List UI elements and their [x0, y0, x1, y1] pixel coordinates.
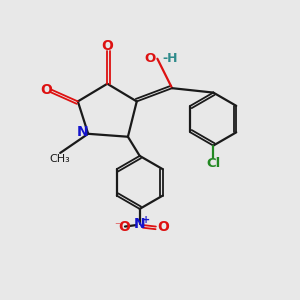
Text: O: O — [157, 220, 169, 234]
Text: O: O — [40, 82, 52, 97]
Text: O: O — [145, 52, 156, 64]
Text: Cl: Cl — [206, 157, 220, 170]
Text: +: + — [142, 215, 150, 225]
Text: N: N — [77, 125, 89, 139]
Text: CH₃: CH₃ — [49, 154, 70, 164]
Text: -H: -H — [163, 52, 178, 64]
Text: ⁻: ⁻ — [115, 221, 121, 231]
Text: O: O — [119, 220, 130, 234]
Text: O: O — [101, 39, 113, 53]
Text: N: N — [134, 218, 146, 232]
